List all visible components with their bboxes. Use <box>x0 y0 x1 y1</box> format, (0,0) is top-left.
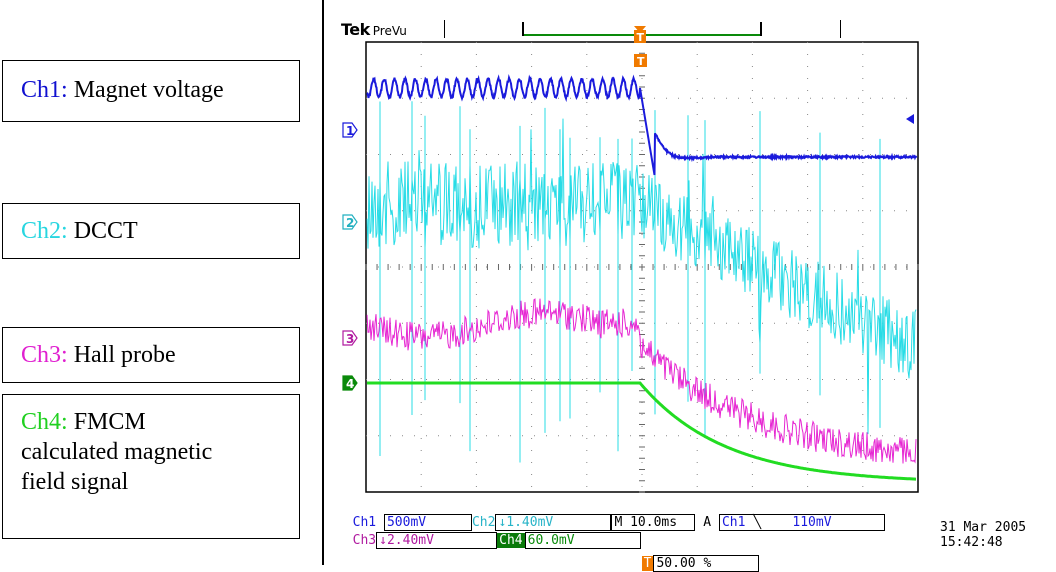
svg-text:2: 2 <box>346 216 354 230</box>
ch2-scale[interactable]: ↓1.40mV <box>495 514 612 531</box>
trigger-level-arrow[interactable] <box>906 114 914 124</box>
legend-ch4-desc-line2: calculated magnetic <box>21 439 213 465</box>
svg-text:T: T <box>637 31 645 44</box>
scope-header: Tek PreVu <box>341 20 407 39</box>
ch3-trace <box>366 298 917 464</box>
legend-ch4: Ch4: FMCM calculated magnetic field sign… <box>2 394 300 539</box>
status-row-2: Ch3 ↓2.40mV Ch4 60.0mV <box>337 517 641 549</box>
ch1-marker[interactable]: 1 <box>342 122 358 138</box>
brand-logo: Tek <box>341 20 370 39</box>
header-separator-right <box>840 20 841 38</box>
trigger-marker-top[interactable]: T <box>634 26 646 44</box>
ch4-scale[interactable]: 60.0mV <box>524 532 641 549</box>
legend-ch3: Ch3: Hall probe <box>2 327 300 383</box>
timebase-value: M 10.0ms <box>614 515 678 530</box>
ch1-label[interactable]: Ch1 <box>352 515 377 530</box>
legend-ch4-desc-line3: field signal <box>21 469 129 495</box>
legend-ch1-name: Ch1: <box>21 77 68 103</box>
ch1-trace <box>366 73 918 176</box>
time-text: 15:42:48 <box>940 535 1003 550</box>
ch4-label[interactable]: Ch4 <box>497 533 525 548</box>
legend-ch2-name: Ch2: <box>21 218 68 244</box>
svg-text:3: 3 <box>346 332 354 346</box>
trigger-position-icon: T <box>641 556 654 571</box>
ch1-scale[interactable]: 500mV <box>383 514 472 531</box>
legend-ch2-desc: DCCT <box>73 218 138 244</box>
ch4-marker[interactable]: 4 <box>342 375 358 391</box>
ch3-marker[interactable]: 3 <box>342 330 358 346</box>
acq-mode: PreVu <box>372 24 407 38</box>
legend-ch3-desc: Hall probe <box>73 342 176 368</box>
legend-ch4-desc-line1: FMCM <box>73 409 146 435</box>
ch2-scale-value: ↓1.40mV <box>498 515 554 530</box>
ch3-label[interactable]: Ch3 <box>352 533 377 548</box>
trigger-setup[interactable]: Ch1 ╲ 110mV <box>718 514 885 531</box>
svg-text:1: 1 <box>346 124 354 138</box>
ch4-trace <box>367 381 916 481</box>
status-row-1: Ch1 500mV Ch2 ↓1.40mV M 10.0ms A Ch1 ╲ 110m… <box>337 499 885 531</box>
legend-ch1: Ch1: Magnet voltage <box>2 60 300 122</box>
timebase[interactable]: M 10.0ms <box>611 514 696 531</box>
ch2-trace <box>366 118 917 435</box>
record-window-right <box>760 22 762 36</box>
svg-text:T: T <box>637 55 645 68</box>
trigger-position[interactable]: 50.00 % <box>653 555 760 572</box>
legend-ch1-desc: Magnet voltage <box>73 77 224 103</box>
svg-text:4: 4 <box>346 377 354 391</box>
ch4-scale-value: 60.0mV <box>527 533 575 548</box>
trigger-marker[interactable]: T <box>634 54 647 68</box>
ch1-scale-value: 500mV <box>386 515 427 530</box>
ch3-scale-value: ↓2.40mV <box>379 533 434 548</box>
ch2-marker[interactable]: 2 <box>342 214 358 230</box>
trigger-level: 110mV <box>792 515 832 530</box>
trigger-slope-icon: ╲ <box>753 515 762 530</box>
traces <box>366 73 918 481</box>
trigger-source: Ch1 <box>721 515 746 530</box>
datetime: 31 Mar 2005 15:42:48 <box>940 520 1026 550</box>
header-separator <box>444 20 445 38</box>
status-row-3: T 50.00 % <box>626 540 760 572</box>
legend-ch2: Ch2: DCCT <box>2 203 300 259</box>
ch3-scale[interactable]: ↓2.40mV <box>376 532 498 549</box>
legend-ch3-name: Ch3: <box>21 342 68 368</box>
ch2-label[interactable]: Ch2 <box>471 515 496 530</box>
trigger-mode[interactable]: A <box>703 515 712 530</box>
trigger-position-value: 50.00 % <box>656 556 712 571</box>
date-text: 31 Mar 2005 <box>940 520 1027 535</box>
divider-line <box>322 0 324 565</box>
record-window-left <box>522 22 524 36</box>
channel-markers: 1 2 3 4 TT <box>342 26 914 391</box>
legend-ch4-name: Ch4: <box>21 409 68 435</box>
